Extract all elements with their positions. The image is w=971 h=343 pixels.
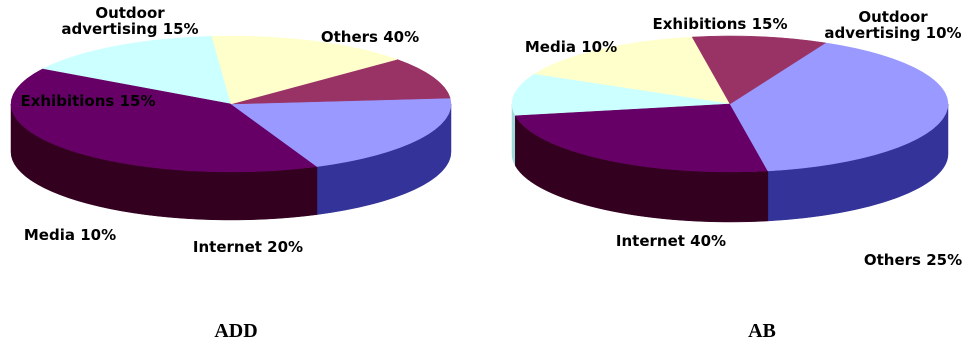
pie-slice-outdoor-advertising — [41, 36, 232, 105]
slice-label-outdoor-advertising: Outdoor advertising 10% — [824, 8, 961, 42]
slice-label-others: Others 40% — [321, 28, 419, 46]
pie-slice-others — [10, 68, 318, 173]
slice-label-internet: Internet 40% — [616, 232, 726, 250]
slice-label-line: Outdoor — [95, 4, 165, 22]
pie-slice-exhibitions — [533, 36, 731, 105]
pie-slice-outdoor-advertising — [511, 73, 731, 117]
slice-label-line: Outdoor — [858, 8, 928, 26]
slice-label-exhibitions: Exhibitions 15% — [653, 15, 788, 33]
chart-caption-ab: AB — [748, 320, 776, 342]
slice-label-line: Internet 40% — [616, 232, 726, 250]
slice-label-others: Others 25% — [864, 251, 962, 269]
slice-label-line: Others 40% — [321, 28, 419, 46]
slice-label-media: Media 10% — [24, 226, 116, 244]
slice-label-line: Others 25% — [864, 251, 962, 269]
chart-caption-add: ADD — [214, 320, 257, 342]
pie-chart-add: Outdoor advertising 15% Others 40% Internet… — [10, 4, 452, 256]
pie-slice-exhibitions — [211, 35, 398, 105]
slice-label-line: Media 10% — [525, 38, 617, 56]
slice-label-line: Media 10% — [24, 226, 116, 244]
slice-label-line: Exhibitions 15% — [653, 15, 788, 33]
slice-label-line: Internet 20% — [193, 238, 303, 256]
pie-slice-media — [691, 35, 827, 105]
pie-chart-ab: Exhibitions 15% Outdoor advertising 10% Oth… — [511, 8, 962, 269]
pie-slice-others — [514, 103, 769, 173]
pie-slice-internet — [729, 42, 949, 172]
pie-slice-media — [230, 59, 451, 105]
slice-label-exhibitions: Exhibitions 15% — [21, 92, 156, 110]
slice-label-line: advertising 15% — [61, 20, 198, 38]
slice-label-outdoor-advertising: Outdoor advertising 15% — [61, 4, 198, 38]
slice-label-line: Exhibitions 15% — [21, 92, 156, 110]
slice-label-line: advertising 10% — [824, 24, 961, 42]
slice-label-internet: Internet 20% — [193, 238, 303, 256]
slice-label-media: Media 10% — [525, 38, 617, 56]
pie-slice-internet — [230, 97, 452, 167]
